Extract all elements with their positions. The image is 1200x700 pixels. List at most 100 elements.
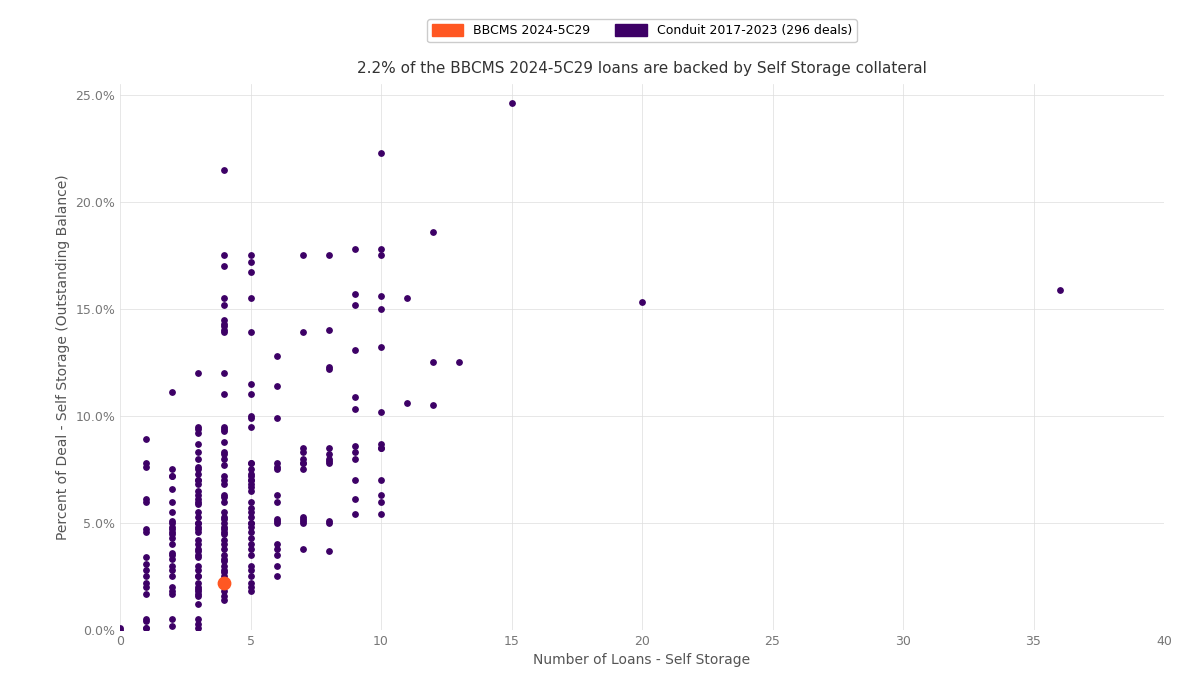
Point (215, 318, 234, 330)
Point (268, 550, 287, 561)
Point (162, 560, 182, 571)
Point (162, 470, 182, 482)
Point (293, 543, 312, 554)
Point (188, 507, 208, 518)
Point (188, 614, 208, 625)
Point (346, 344, 365, 355)
Point (215, 550, 234, 561)
Point (424, 357, 443, 368)
Point (241, 327, 260, 338)
Point (268, 462, 287, 473)
Point (215, 513, 234, 524)
Point (215, 507, 234, 518)
Point (162, 524, 182, 535)
Point (215, 590, 234, 601)
Point (162, 496, 182, 507)
Point (372, 250, 391, 261)
Point (188, 468, 208, 480)
Point (215, 470, 234, 482)
Point (319, 361, 338, 372)
Point (268, 543, 287, 554)
Point (293, 442, 312, 454)
Point (346, 440, 365, 452)
Point (241, 564, 260, 575)
Point (215, 491, 234, 503)
Point (241, 532, 260, 543)
Point (188, 464, 208, 475)
Point (162, 386, 182, 398)
Point (372, 303, 391, 314)
Point (241, 250, 260, 261)
Point (241, 256, 260, 267)
Point (188, 421, 208, 432)
Point (188, 494, 208, 505)
Point (162, 571, 182, 582)
Point (346, 453, 365, 464)
Point (162, 586, 182, 597)
Point (268, 457, 287, 468)
Point (241, 412, 260, 423)
Point (215, 250, 234, 261)
Point (215, 299, 234, 310)
Point (241, 586, 260, 597)
Point (241, 517, 260, 528)
Point (188, 511, 208, 522)
Point (188, 598, 208, 610)
Point (241, 470, 260, 482)
Point (241, 578, 260, 589)
Point (241, 485, 260, 496)
Point (215, 511, 234, 522)
Point (162, 582, 182, 593)
Point (424, 226, 443, 237)
Point (241, 522, 260, 533)
Point (188, 498, 208, 510)
Point (502, 98, 521, 109)
Point (137, 524, 156, 535)
Point (241, 421, 260, 432)
Point (268, 464, 287, 475)
Point (188, 622, 208, 634)
Point (162, 517, 182, 528)
Point (188, 522, 208, 533)
Point (241, 582, 260, 593)
Point (137, 578, 156, 589)
Point (215, 260, 234, 272)
Point (346, 447, 365, 458)
Point (293, 515, 312, 526)
Point (215, 564, 234, 575)
Point (241, 539, 260, 550)
Point (632, 297, 652, 308)
Point (241, 475, 260, 486)
Point (188, 423, 208, 434)
Point (188, 462, 208, 473)
Point (319, 517, 338, 528)
Point (137, 558, 156, 569)
Point (293, 464, 312, 475)
Point (346, 299, 365, 310)
Point (372, 475, 391, 486)
Point (319, 325, 338, 336)
Point (215, 554, 234, 565)
Point (241, 475, 260, 486)
Point (215, 560, 234, 571)
Point (215, 586, 234, 597)
Point (137, 582, 156, 593)
Point (188, 564, 208, 575)
Point (319, 453, 338, 464)
Point (137, 494, 156, 505)
Point (319, 545, 338, 557)
Point (241, 517, 260, 528)
Point (397, 293, 416, 304)
Point (319, 250, 338, 261)
Point (268, 380, 287, 391)
Point (215, 578, 234, 589)
Point (268, 496, 287, 507)
Point (137, 622, 156, 634)
Point (293, 513, 312, 524)
Point (346, 475, 365, 486)
Point (215, 447, 234, 458)
Point (346, 244, 365, 255)
Point (241, 267, 260, 278)
Point (188, 479, 208, 490)
Point (241, 457, 260, 468)
